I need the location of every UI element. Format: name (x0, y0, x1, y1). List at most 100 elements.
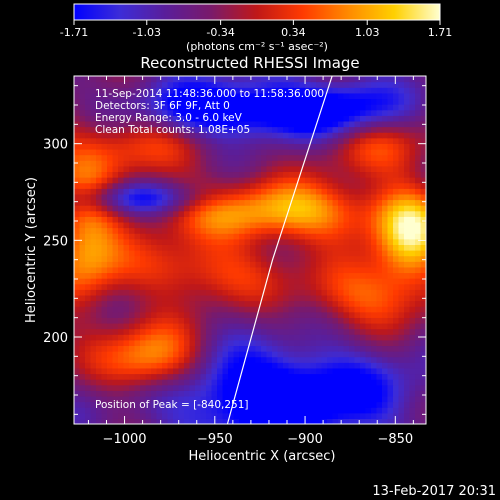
heatmap-cell (90, 76, 97, 83)
heatmap-cell (85, 154, 92, 161)
heatmap-cell (283, 317, 290, 324)
heatmap-cell (206, 171, 213, 178)
heatmap-cell (250, 221, 257, 229)
heatmap-cell (74, 266, 81, 274)
heatmap-cell (398, 250, 405, 257)
heatmap-cell (217, 233, 224, 240)
heatmap-cell (200, 266, 207, 274)
heatmap-cell (107, 104, 114, 111)
heatmap-cell (162, 244, 169, 251)
heatmap-cell (145, 407, 152, 414)
heatmap-cell (162, 188, 169, 195)
heatmap-cell (239, 193, 246, 201)
heatmap-cell (332, 339, 339, 347)
heatmap-cell (415, 171, 422, 178)
heatmap-cell (200, 294, 207, 302)
heatmap-cell (365, 205, 372, 212)
heatmap-cell (74, 367, 81, 375)
heatmap-cell (145, 98, 152, 105)
heatmap-cell (343, 322, 350, 330)
heatmap-cell (101, 221, 108, 229)
heatmap-cell (222, 109, 229, 116)
heatmap-cell (338, 407, 345, 414)
heatmap-cell (90, 283, 97, 290)
heatmap-cell (145, 148, 152, 156)
heatmap-cell (173, 390, 180, 397)
heatmap-cell (288, 294, 295, 302)
heatmap-cell (310, 177, 317, 184)
heatmap-cell (327, 278, 334, 285)
heatmap-cell (332, 182, 339, 189)
heatmap-cell (360, 345, 367, 352)
heatmap-cell (112, 278, 119, 285)
heatmap-cell (261, 362, 268, 369)
heatmap-cell (222, 322, 229, 330)
heatmap-cell (393, 227, 400, 234)
heatmap-cell (398, 205, 405, 212)
heatmap-cell (272, 289, 279, 296)
heatmap-cell (283, 171, 290, 178)
heatmap-cell (90, 278, 97, 285)
heatmap-cell (250, 92, 257, 100)
heatmap-cell (299, 132, 306, 139)
heatmap-cell (222, 205, 229, 212)
heatmap-cell (321, 193, 328, 201)
heatmap-cell (74, 137, 81, 144)
heatmap-cell (332, 104, 339, 111)
heatmap-cell (112, 328, 119, 335)
heatmap-cell (338, 210, 345, 217)
heatmap-cell (156, 283, 163, 290)
heatmap-cell (382, 137, 389, 144)
heatmap-cell (387, 379, 394, 386)
heatmap-cell (354, 76, 361, 83)
heatmap-cell (266, 148, 273, 156)
heatmap-cell (217, 322, 224, 330)
heatmap-cell (189, 188, 196, 195)
heatmap-cell (74, 311, 81, 318)
heatmap-cell (349, 221, 356, 229)
heatmap-cell (387, 311, 394, 318)
heatmap-cell (376, 87, 383, 94)
heatmap-cell (228, 367, 235, 375)
heatmap-cell (316, 317, 323, 324)
heatmap-cell (316, 137, 323, 144)
heatmap-cell (283, 289, 290, 296)
heatmap-cell (217, 154, 224, 161)
heatmap-cell (211, 148, 218, 156)
heatmap-cell (250, 244, 257, 251)
heatmap-cell (184, 266, 191, 274)
heatmap-cell (217, 104, 224, 111)
heatmap-cell (96, 328, 103, 335)
heatmap-cell (354, 165, 361, 173)
heatmap-cell (222, 362, 229, 369)
heatmap-cell (189, 300, 196, 307)
heatmap-cell (140, 306, 147, 313)
heatmap-cell (222, 143, 229, 150)
heatmap-cell (118, 137, 125, 144)
heatmap-cell (189, 272, 196, 279)
heatmap-cell (398, 266, 405, 274)
heatmap-cell (90, 210, 97, 217)
heatmap-cell (173, 76, 180, 83)
heatmap-cell (272, 278, 279, 285)
heatmap-cell (360, 328, 367, 335)
heatmap-cell (129, 126, 136, 133)
heatmap-cell (140, 266, 147, 274)
heatmap-cell (217, 227, 224, 234)
heatmap-cell (365, 244, 372, 251)
heatmap-cell (332, 272, 339, 279)
heatmap-cell (327, 199, 334, 206)
heatmap-cell (228, 322, 235, 330)
heatmap-cell (123, 216, 130, 223)
heatmap-cell (156, 132, 163, 139)
heatmap-cell (310, 199, 317, 206)
heatmap-cell (382, 289, 389, 296)
heatmap-cell (123, 306, 130, 313)
heatmap-cell (189, 373, 196, 380)
heatmap-cell (415, 373, 422, 380)
heatmap-cell (365, 182, 372, 189)
heatmap-cell (195, 339, 202, 347)
heatmap-cell (343, 177, 350, 184)
heatmap-cell (316, 261, 323, 268)
heatmap-cell (255, 294, 262, 302)
